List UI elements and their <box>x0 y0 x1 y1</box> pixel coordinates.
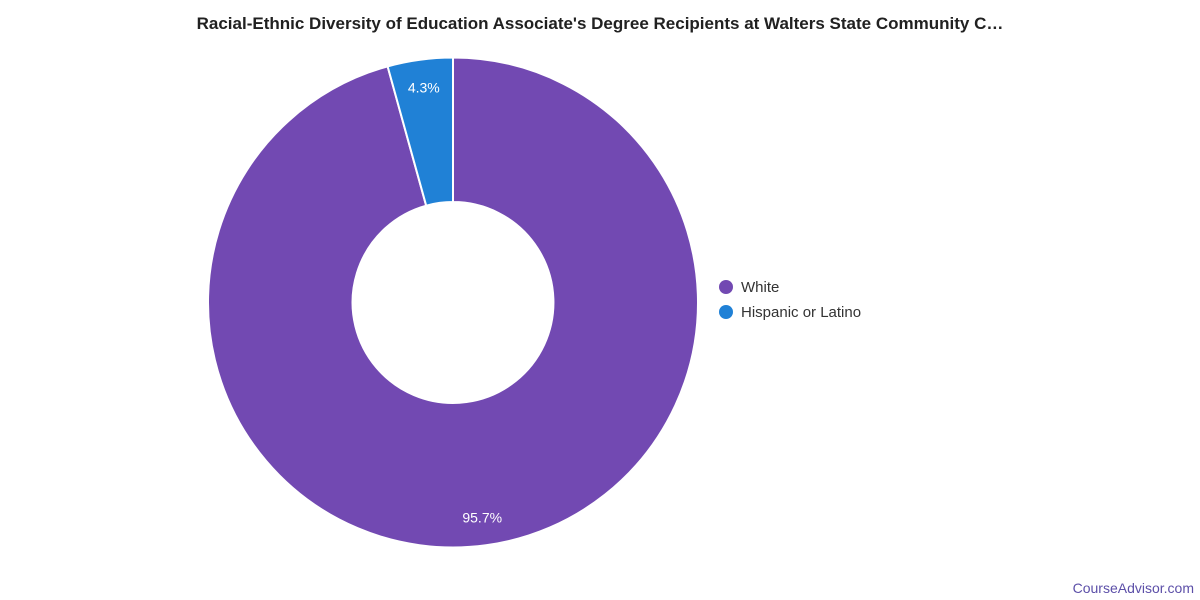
legend-swatch-white-icon <box>719 280 733 294</box>
legend-label-hispanic-or-latino: Hispanic or Latino <box>741 303 862 321</box>
legend: White Hispanic or Latino <box>719 277 861 322</box>
courseadvisor-watermark-link[interactable]: CourseAdvisor.com <box>1072 580 1194 596</box>
pie-slice-white[interactable] <box>207 56 699 549</box>
legend-item-hispanic-or-latino[interactable]: Hispanic or Latino <box>719 302 861 322</box>
pie-slice-hispanic-or-latino[interactable] <box>386 56 454 207</box>
chart-title: Racial-Ethnic Diversity of Education Ass… <box>196 14 1004 33</box>
legend-label-white: White <box>741 278 780 296</box>
legend-item-white[interactable]: White <box>719 277 861 297</box>
legend-swatch-hispanic-or-latino-icon <box>719 305 733 319</box>
